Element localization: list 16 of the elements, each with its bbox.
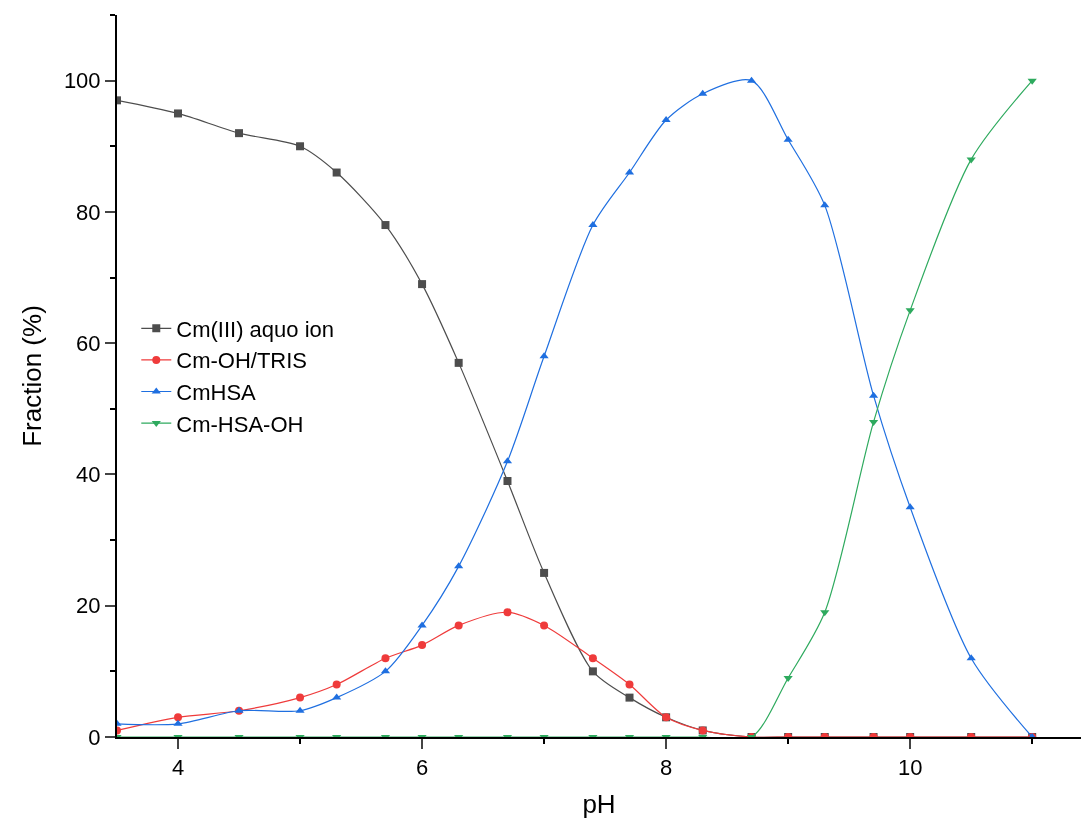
- legend-label: Cm-OH/TRIS: [176, 348, 308, 374]
- y-tick-label: 20: [76, 593, 101, 619]
- x-tick-label: 6: [415, 755, 429, 781]
- y-tick-label: 40: [76, 462, 101, 488]
- legend-label: CmHSA: [176, 380, 257, 406]
- y-axis-title: Fraction (%): [16, 305, 47, 447]
- y-tick-label: 80: [76, 199, 101, 225]
- y-tick-label: 0: [88, 724, 101, 750]
- legend-label: Cm-HSA-OH: [176, 411, 304, 437]
- x-axis-title: pH: [582, 788, 616, 819]
- legend-label: Cm(III) aquo ion: [176, 316, 335, 342]
- x-tick-label: 10: [897, 755, 923, 781]
- x-tick-label: 8: [659, 755, 673, 781]
- y-tick-label: 60: [76, 330, 101, 356]
- y-tick-label: 100: [63, 68, 101, 94]
- x-tick-label: 4: [171, 755, 185, 781]
